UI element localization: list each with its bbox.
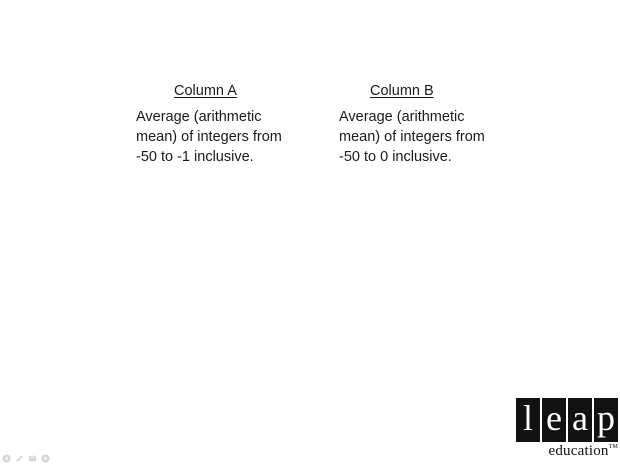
leap-education-logo: l e a p educationTM — [516, 398, 620, 462]
column-a: Column A Average (arithmetic mean) of in… — [136, 82, 316, 167]
column-b-line: -50 to 0 inclusive. — [339, 149, 452, 165]
trademark-mark: TM — [608, 444, 618, 450]
logo-letter-l: l — [516, 398, 540, 442]
logo-wordmark: educationTM — [516, 443, 620, 460]
column-b-line: mean) of integers from — [339, 129, 485, 145]
logo-letter-e: e — [542, 398, 566, 442]
slideshow-toolbar — [2, 454, 50, 463]
logo-word: education — [548, 443, 609, 459]
column-a-line: -50 to -1 inclusive. — [136, 149, 254, 165]
column-b-line: Average (arithmetic — [339, 109, 465, 125]
logo-tiles: l e a p — [516, 398, 620, 442]
column-b-heading: Column B — [370, 83, 434, 99]
logo-letter-a: a — [568, 398, 592, 442]
slides-icon[interactable] — [28, 454, 37, 463]
column-a-line: Average (arithmetic — [136, 109, 262, 125]
column-b-text: Average (arithmetic mean) of integers fr… — [339, 107, 511, 167]
column-a-text: Average (arithmetic mean) of integers fr… — [136, 107, 308, 167]
column-a-line: mean) of integers from — [136, 129, 282, 145]
column-a-heading: Column A — [174, 83, 237, 99]
forward-arrow-icon[interactable] — [41, 454, 50, 463]
column-b: Column B Average (arithmetic mean) of in… — [339, 82, 519, 167]
logo-letter-p: p — [594, 398, 618, 442]
back-arrow-icon[interactable] — [2, 454, 11, 463]
pen-icon[interactable] — [15, 454, 24, 463]
